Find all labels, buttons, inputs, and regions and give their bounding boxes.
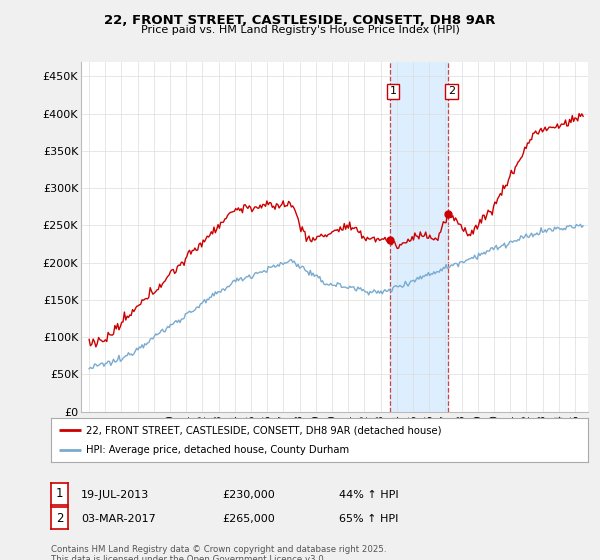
Text: 19-JUL-2013: 19-JUL-2013 <box>81 490 149 500</box>
Text: 22, FRONT STREET, CASTLESIDE, CONSETT, DH8 9AR (detached house): 22, FRONT STREET, CASTLESIDE, CONSETT, D… <box>86 425 442 435</box>
Text: Price paid vs. HM Land Registry's House Price Index (HPI): Price paid vs. HM Land Registry's House … <box>140 25 460 35</box>
Text: Contains HM Land Registry data © Crown copyright and database right 2025.
This d: Contains HM Land Registry data © Crown c… <box>51 545 386 560</box>
Text: 1: 1 <box>56 487 63 501</box>
Text: HPI: Average price, detached house, County Durham: HPI: Average price, detached house, Coun… <box>86 445 349 455</box>
Text: £230,000: £230,000 <box>222 490 275 500</box>
Text: 03-MAR-2017: 03-MAR-2017 <box>81 514 156 524</box>
Text: 1: 1 <box>389 86 397 96</box>
Text: £265,000: £265,000 <box>222 514 275 524</box>
Text: 65% ↑ HPI: 65% ↑ HPI <box>339 514 398 524</box>
Text: 2: 2 <box>56 511 63 525</box>
Bar <box>389 62 448 412</box>
Text: 22, FRONT STREET, CASTLESIDE, CONSETT, DH8 9AR: 22, FRONT STREET, CASTLESIDE, CONSETT, D… <box>104 14 496 27</box>
Text: 2: 2 <box>448 86 455 96</box>
Text: 44% ↑ HPI: 44% ↑ HPI <box>339 490 398 500</box>
